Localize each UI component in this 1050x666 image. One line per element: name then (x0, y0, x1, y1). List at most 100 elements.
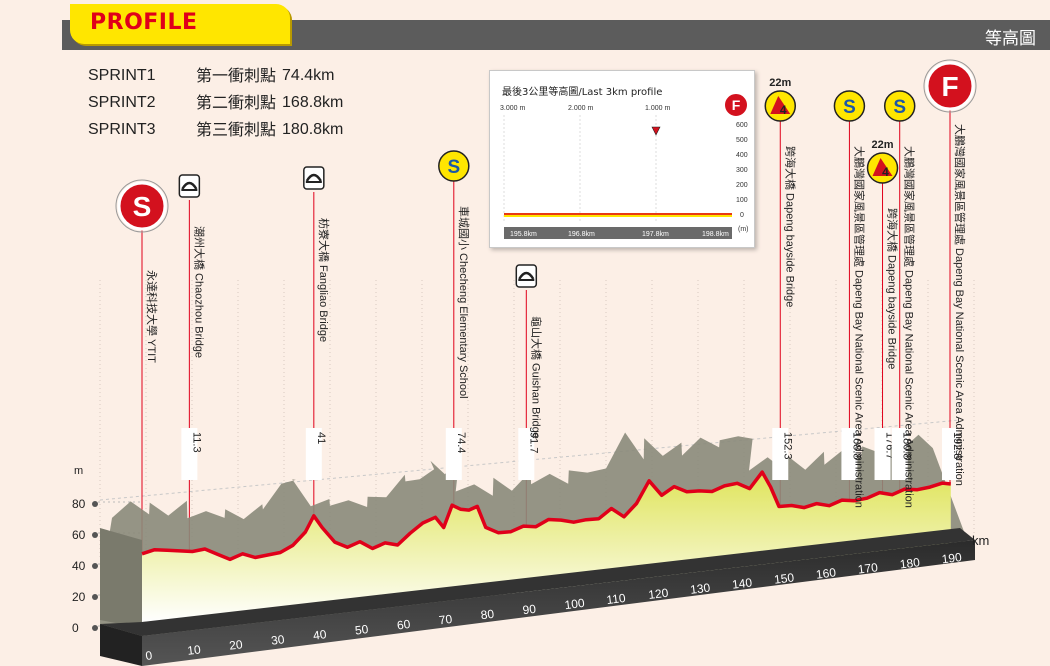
sprint-icon-letter: S (893, 97, 906, 118)
profile-tab[interactable]: PROFILE (70, 4, 290, 44)
sprint-icon-disc (883, 90, 916, 122)
bridge-icon-arch (181, 181, 198, 190)
km-axis-side (100, 624, 142, 666)
start-icon-letter: S (133, 191, 152, 222)
last-3km-profile-panel: 最後3公里等高圖/Last 3km profile 3.000 m 2.000 … (489, 70, 755, 248)
marker-label: 永達科技大學 YTIT (145, 270, 159, 363)
distance-label-box (518, 428, 535, 480)
x-tick-label: 90 (522, 602, 537, 618)
sprint-icon-disc (438, 150, 470, 182)
y-tick-label: 40 (72, 559, 86, 573)
distance-label-box (942, 428, 958, 480)
y-tick-dot (92, 625, 98, 631)
sprint-icon-disc (833, 90, 866, 122)
distance-label-box (772, 428, 789, 480)
distance-label: 91.7 (527, 432, 539, 453)
sprint-km: 74.4km (282, 67, 335, 84)
sprint-icon: S (438, 150, 470, 182)
bridge-icon (303, 166, 325, 190)
distance-label-box (874, 428, 891, 480)
distance-label-box (445, 428, 462, 480)
km-axis-top (100, 528, 975, 636)
start-icon-ring (115, 179, 169, 233)
x-tick-label: 60 (396, 617, 411, 633)
bridge-icon-frame (515, 264, 538, 288)
x-tick-label: 40 (312, 627, 327, 643)
inset-km-bar (504, 227, 732, 239)
finish-icon: F (923, 59, 977, 113)
distance-label: 168.8 (850, 432, 862, 460)
distance-label: 192.8 (951, 432, 963, 460)
inset-right-tick: 600 (736, 122, 748, 129)
x-axis-unit: km (972, 533, 989, 548)
bridge-icon (515, 264, 538, 288)
x-tick-label: 130 (689, 581, 711, 597)
marker-label: 大鵬灣國家風景區管理處 Dapeng Bay National Scenic A… (953, 124, 967, 486)
y-tick-label: 80 (72, 497, 86, 511)
distance-label: 11.3 (190, 432, 202, 453)
marker-label: 跨海大橋 Dapeng bayside Bridge (783, 146, 797, 307)
marker-label: 龜山大橋 Guishan Bridge (529, 316, 543, 439)
terrain-side-wall (100, 528, 142, 628)
sprint-code: SPRINT3 (88, 121, 156, 138)
x-tick-label: 10 (187, 642, 202, 658)
x-tick-label: 20 (228, 637, 243, 653)
inset-top-tick: 3.000 m (500, 105, 526, 112)
sprint-code: SPRINT1 (88, 67, 156, 84)
sprint-name: 第三衝刺點 (196, 120, 277, 139)
finish-icon-ring (923, 59, 977, 113)
climb-icon: 4 22m (764, 77, 797, 122)
inset-bottom-tick: 195.8km (510, 231, 537, 238)
climb-icon-mountain (770, 96, 791, 114)
sprint-row: SPRINT3 第三衝刺點 180.8km (88, 116, 343, 143)
inset-1km-flag-icon (651, 126, 661, 136)
start-icon-disc (117, 181, 167, 231)
y-tick-label: 20 (72, 590, 86, 604)
y-tick-dot (92, 563, 98, 569)
km-axis-front (142, 540, 975, 666)
sprint-icon-letter: S (447, 157, 460, 178)
inset-bottom-tick: 198.8km (702, 231, 729, 238)
sprint-icon: S (883, 90, 916, 122)
climb-icon-category: 4 (882, 165, 889, 179)
x-tick-label: 100 (564, 596, 586, 612)
x-tick-label: 160 (815, 565, 837, 581)
sprint-name: 第一衝刺點 (196, 66, 277, 85)
climb-height-label: 22m (769, 77, 791, 89)
inset-bottom-tick: 197.8km (642, 231, 669, 238)
inset-right-tick: 400 (736, 152, 748, 159)
marker-label: 潮州大橋 Chaozhou Bridge (192, 226, 206, 358)
finish-icon-letter: F (941, 71, 958, 102)
sprint-icon-letter: S (843, 97, 856, 118)
distance-label: 74.4 (455, 432, 467, 453)
x-tick-label: 190 (941, 550, 963, 566)
inset-right-tick: 500 (736, 137, 748, 144)
inset-right-tick: 0 (740, 212, 744, 219)
sprint-code: SPRINT2 (88, 94, 156, 111)
marker-label: 跨海大橋 Dapeng bayside Bridge (886, 208, 900, 369)
inset-top-tick: 2.000 m (568, 105, 594, 112)
distance-label: 152.3 (781, 432, 793, 460)
contour-map-label: 等高圖 (985, 29, 1036, 49)
profile-tab-label: PROFILE (90, 10, 198, 35)
marker-label: 枋寮大橋 Fangliao Bridge (317, 218, 331, 342)
sprint-km: 168.8km (282, 94, 344, 111)
climb-icon-category: 4 (780, 103, 787, 117)
inset-top-tick: 1.000 m (645, 105, 671, 112)
y-tick-dot (92, 501, 98, 507)
x-tick-label: 0 (145, 648, 154, 663)
distance-label-box (181, 428, 198, 480)
bridge-icon (178, 174, 201, 198)
bridge-icon-arch (518, 271, 535, 280)
inset-right-tick: (m) (738, 226, 749, 233)
y-tick-dot (92, 594, 98, 600)
sprint-name: 第二衝刺點 (196, 93, 277, 112)
profile-line (141, 470, 951, 562)
svg-text:F: F (732, 97, 741, 113)
distance-label-box (305, 428, 322, 480)
climb-height-label: 22m (872, 139, 894, 151)
inset-profile-fill (504, 213, 732, 217)
bridge-icon-frame (178, 174, 201, 198)
inset-right-tick: 200 (736, 182, 748, 189)
